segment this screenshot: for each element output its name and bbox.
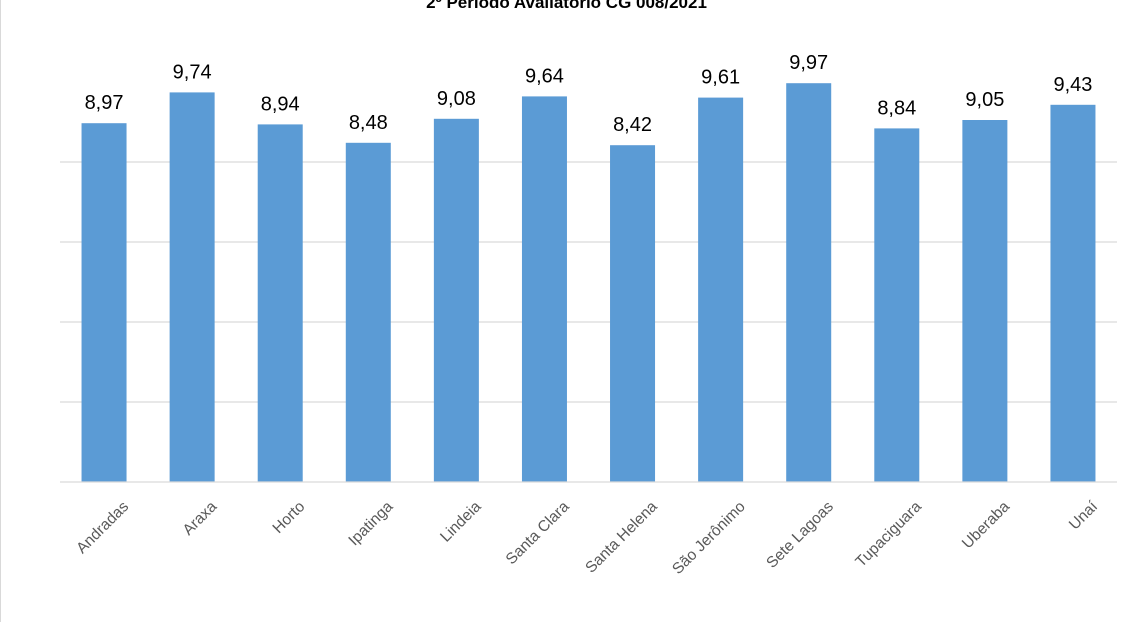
category-tick-label: Unaí xyxy=(1066,498,1102,534)
category-tick-label: São Jerônimo xyxy=(669,498,749,578)
bars xyxy=(81,83,1096,483)
category-tick-label: Araxa xyxy=(180,498,221,539)
data-label: 8,94 xyxy=(261,93,300,115)
bar xyxy=(81,123,127,482)
category-tick-label: Tupaciguara xyxy=(852,498,925,571)
data-label: 9,74 xyxy=(173,61,212,83)
bar xyxy=(874,128,920,482)
category-tick-label: Ipatinga xyxy=(345,498,396,549)
data-label: 9,05 xyxy=(965,89,1004,111)
bar xyxy=(962,120,1008,482)
chart-title: 2º Período Avaliatório CG 008/2021 xyxy=(426,0,707,12)
bar xyxy=(345,142,391,483)
data-label: 9,97 xyxy=(789,52,828,74)
data-label: 8,97 xyxy=(85,92,124,114)
data-label: 8,42 xyxy=(613,114,652,136)
data-label: 9,43 xyxy=(1053,74,1092,96)
data-label: 9,64 xyxy=(525,65,564,87)
bar xyxy=(1050,104,1096,483)
bar xyxy=(521,96,567,483)
data-label: 8,48 xyxy=(349,112,388,134)
data-label: 8,84 xyxy=(877,97,916,119)
data-labels: 8,97 9,74 8,94 8,48 9,08 9,64 8,42 9,61 9,97 8,84… xyxy=(85,52,1093,136)
category-tick-label: Uberaba xyxy=(959,498,1013,552)
category-tick-label: Santa Clara xyxy=(503,498,573,568)
gridlines xyxy=(60,161,1117,403)
category-tick-label: Andradas xyxy=(73,498,132,557)
data-label: 9,08 xyxy=(437,88,476,110)
bar xyxy=(257,124,303,483)
bar xyxy=(433,118,479,483)
bar xyxy=(698,97,744,482)
bar xyxy=(610,145,656,482)
bar xyxy=(786,83,832,482)
data-label: 9,61 xyxy=(701,67,740,89)
category-tick-label: Santa Helena xyxy=(582,498,661,577)
category-tick-label: Sete Lagoas xyxy=(763,498,837,572)
bar xyxy=(169,92,215,483)
category-tick-labels: Andradas Araxa Horto Ipatinga Lindeia Santa C… xyxy=(73,498,1101,578)
category-tick-label: Lindeia xyxy=(437,498,485,546)
category-tick-label: Horto xyxy=(270,498,309,537)
